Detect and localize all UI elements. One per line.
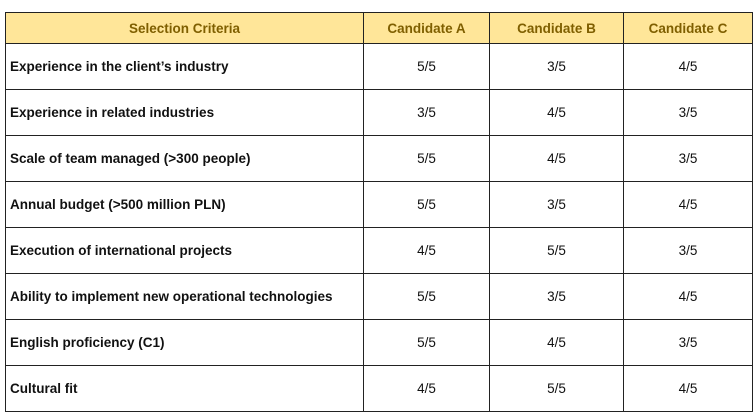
score-cell: 3/5 [623,227,753,274]
criteria-table: Selection Criteria Candidate A Candidate B… [5,12,753,412]
header-cell: Selection Criteria [5,12,364,44]
score-cell: 5/5 [363,181,490,228]
table-body: Experience in the client’s industry 5/5 3/… [5,43,753,412]
score-cell: 4/5 [623,181,753,228]
score-cell: 4/5 [623,273,753,320]
score-cell: 3/5 [623,135,753,182]
table-row: Experience in the client’s industry 5/5 3/… [5,43,753,90]
score-cell: 3/5 [489,273,624,320]
score-cell: 5/5 [363,43,490,90]
score-cell: 3/5 [489,43,624,90]
score-cell: 5/5 [363,135,490,182]
score-cell: 4/5 [363,365,490,412]
score-cell: 5/5 [489,227,624,274]
score-cell: 4/5 [489,319,624,366]
score-cell: 3/5 [623,89,753,136]
criterion-cell: Scale of team managed (>300 people) [5,135,364,182]
table-row: Cultural fit 4/5 5/5 4/5 [5,365,753,412]
table-row: Execution of international projects 4/5 5/… [5,227,753,274]
criterion-cell: Experience in related industries [5,89,364,136]
table-container: Selection Criteria Candidate A Candidate B… [5,12,753,412]
score-cell: 3/5 [623,319,753,366]
table-row: Scale of team managed (>300 people) 5/5 4/… [5,135,753,182]
table-row: Experience in related industries 3/5 4/5 3/… [5,89,753,136]
score-cell: 5/5 [489,365,624,412]
score-cell: 4/5 [489,135,624,182]
score-cell: 3/5 [489,181,624,228]
score-cell: 4/5 [363,227,490,274]
score-cell: 4/5 [489,89,624,136]
table-row: Ability to implement new operational tec… [5,273,753,320]
criterion-cell: English proficiency (C1) [5,319,364,366]
score-cell: 3/5 [363,89,490,136]
criterion-cell: Execution of international projects [5,227,364,274]
criterion-cell: Cultural fit [5,365,364,412]
score-cell: 4/5 [623,365,753,412]
score-cell: 4/5 [623,43,753,90]
score-cell: 5/5 [363,273,490,320]
table-row: English proficiency (C1) 5/5 4/5 3/5 [5,319,753,366]
header-row: Selection Criteria Candidate A Candidate B… [5,12,753,44]
score-cell: 5/5 [363,319,490,366]
header-cell: Candidate C [623,12,753,44]
table-row: Annual budget (>500 million PLN) 5/5 3/5 4/… [5,181,753,228]
criterion-cell: Annual budget (>500 million PLN) [5,181,364,228]
header-cell: Candidate B [489,12,624,44]
header-cell: Candidate A [363,12,490,44]
criterion-cell: Experience in the client’s industry [5,43,364,90]
criterion-cell: Ability to implement new operational tec… [5,273,364,320]
